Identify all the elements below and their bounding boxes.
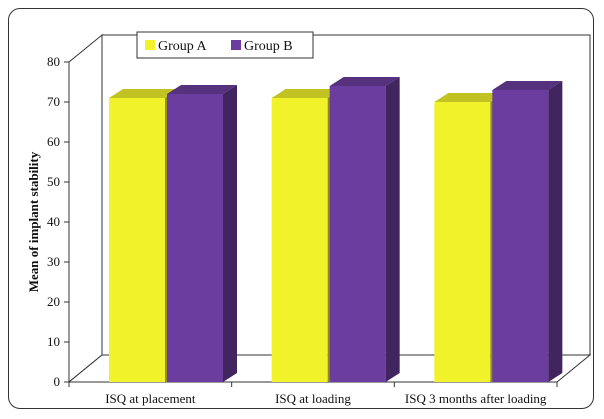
bar [167,85,237,382]
y-tick-label: 50 [47,174,60,189]
bar [271,89,342,382]
y-axis: 0 10 20 30 40 50 60 70 80 [47,54,70,389]
legend: Group A Group B [136,31,314,59]
y-tick-label: 70 [47,94,60,109]
side-wall [68,33,103,384]
bar [492,81,563,382]
bar-front [329,86,386,382]
y-tick-label: 20 [47,294,60,309]
bar-front [271,98,328,382]
bar-front [109,98,165,382]
bar-side [223,85,237,382]
bar-top [434,93,505,102]
bar-top [329,77,400,86]
legend-swatch-group-b [231,40,241,50]
bar-side [385,77,400,382]
x-tick-label: ISQ 3 months after loading [405,391,547,406]
y-tick-label: 0 [54,374,61,389]
bar-front [492,90,549,382]
bars [109,77,563,382]
y-axis-label: Mean of implant stability [26,151,41,292]
bar [329,77,400,382]
bar-front [167,94,223,382]
x-axis: ISQ at placement ISQ at loading ISQ 3 mont… [68,381,558,406]
bar-side [548,81,563,382]
legend-label-group-b: Group B [244,39,293,54]
y-tick-label: 30 [47,254,60,269]
y-tick-label: 10 [47,334,60,349]
bar-top [271,89,342,98]
bar-top [167,85,237,94]
x-tick-label: ISQ at loading [275,391,351,406]
bar-front [434,102,491,382]
y-tick-label: 60 [47,134,60,149]
y-tick-label: 40 [47,214,60,229]
bar-top [492,81,563,90]
legend-box [136,31,314,59]
bar-top [109,89,179,98]
legend-swatch-group-a [145,40,155,50]
x-tick-label: ISQ at placement [105,391,196,406]
y-tick-label: 80 [47,54,60,69]
legend-label-group-a: Group A [158,39,208,54]
